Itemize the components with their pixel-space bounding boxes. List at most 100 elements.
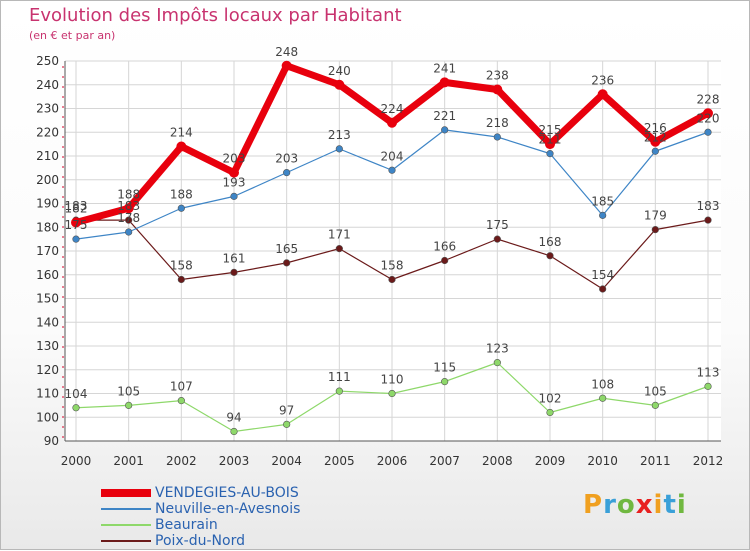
legend-label: Neuville-en-Avesnois: [155, 501, 301, 517]
logo-letter: i: [653, 490, 664, 520]
y-tick-label: 120: [36, 363, 59, 377]
series-point: [703, 108, 713, 119]
series-point: [493, 235, 501, 243]
x-tick-label: 2000: [61, 454, 92, 468]
series-point: [441, 256, 449, 265]
data-label: 123: [486, 342, 509, 356]
series-point: [599, 394, 607, 402]
series-point: [704, 382, 712, 390]
data-label: 158: [170, 259, 193, 273]
x-tick-label: 2005: [324, 454, 355, 468]
data-label: 175: [65, 218, 88, 232]
data-label: 102: [539, 392, 562, 406]
series-point: [388, 389, 396, 398]
series-point: [125, 216, 133, 224]
y-tick-label: 170: [36, 244, 59, 258]
data-label: 216: [644, 121, 667, 135]
x-tick-label: 2001: [113, 454, 144, 468]
series-point: [125, 401, 133, 409]
series-point: [283, 169, 291, 177]
series-point: [597, 89, 608, 100]
data-label: 203: [223, 152, 246, 166]
logo-letter: i: [676, 490, 687, 520]
series-point: [546, 408, 554, 417]
data-label: 94: [226, 411, 241, 425]
data-label: 240: [328, 64, 351, 78]
x-tick-label: 2009: [535, 454, 566, 468]
x-tick-label: 2012: [693, 454, 724, 468]
chart-subtitle: (en € et par an): [29, 29, 116, 42]
data-label: 168: [539, 235, 562, 249]
series-point: [546, 150, 554, 158]
data-label: 108: [591, 377, 614, 391]
data-label: 165: [275, 242, 298, 256]
data-label: 214: [170, 126, 193, 140]
data-label: 224: [381, 102, 404, 116]
y-tick-label: 230: [36, 102, 59, 116]
series-point: [177, 397, 185, 405]
series-point: [599, 285, 607, 293]
data-label: 241: [433, 61, 456, 75]
y-tick-label: 110: [36, 387, 59, 401]
data-label: 105: [644, 384, 667, 398]
data-label: 188: [117, 187, 140, 201]
data-label: 228: [697, 92, 720, 106]
data-label: 193: [223, 175, 246, 189]
data-label: 182: [65, 202, 88, 216]
y-tick-label: 220: [36, 125, 59, 139]
data-label: 238: [486, 69, 509, 83]
data-label: 110: [381, 373, 404, 387]
data-label: 113: [697, 365, 720, 379]
legend-label: Poix-du-Nord: [155, 533, 245, 549]
x-tick-label: 2003: [219, 454, 250, 468]
data-label: 179: [644, 209, 667, 223]
data-label: 203: [275, 152, 298, 166]
data-label: 105: [117, 384, 140, 398]
series-point: [388, 166, 396, 174]
series-point: [493, 359, 501, 367]
legend-label: Beaurain: [155, 517, 218, 533]
series-point: [334, 79, 345, 90]
legend-swatch: [101, 540, 151, 542]
data-label: 183: [117, 199, 140, 213]
y-tick-label: 240: [36, 78, 59, 92]
y-tick-label: 210: [36, 149, 59, 163]
data-label: 104: [65, 387, 88, 401]
data-label: 111: [328, 370, 351, 384]
y-tick-label: 90: [44, 434, 59, 448]
data-label: 220: [697, 111, 720, 125]
logo-letter: x: [635, 490, 654, 520]
data-label: 236: [591, 73, 614, 87]
series-point: [387, 117, 397, 128]
data-label: 221: [433, 109, 456, 123]
y-tick-label: 160: [36, 268, 59, 282]
data-label: 161: [223, 251, 246, 265]
series-point: [230, 427, 238, 436]
x-tick-label: 2011: [640, 454, 671, 468]
series-point: [492, 84, 503, 95]
logo-letter: P: [583, 490, 604, 520]
data-label: 166: [433, 240, 456, 254]
y-tick-label: 150: [36, 292, 59, 306]
data-label: 212: [644, 130, 667, 144]
y-tick-label: 200: [36, 173, 59, 187]
chart-title: Evolution des Impôts locaux par Habitant: [29, 5, 402, 26]
series-point: [335, 145, 343, 153]
series-point: [229, 167, 239, 178]
y-tick-label: 190: [36, 197, 59, 211]
series-point: [441, 126, 449, 134]
data-label: 158: [381, 259, 404, 273]
series-point: [72, 404, 80, 412]
legend-swatch: [101, 508, 151, 510]
series-point: [651, 147, 659, 155]
data-label: 215: [539, 123, 562, 137]
data-label: 107: [170, 380, 193, 394]
series-point: [650, 136, 661, 147]
series-point: [651, 226, 659, 234]
series-point: [335, 387, 343, 395]
logo-letter: t: [663, 490, 677, 520]
logo-letter: r: [603, 490, 617, 520]
series-point: [493, 133, 501, 141]
y-tick-label: 130: [36, 339, 59, 353]
